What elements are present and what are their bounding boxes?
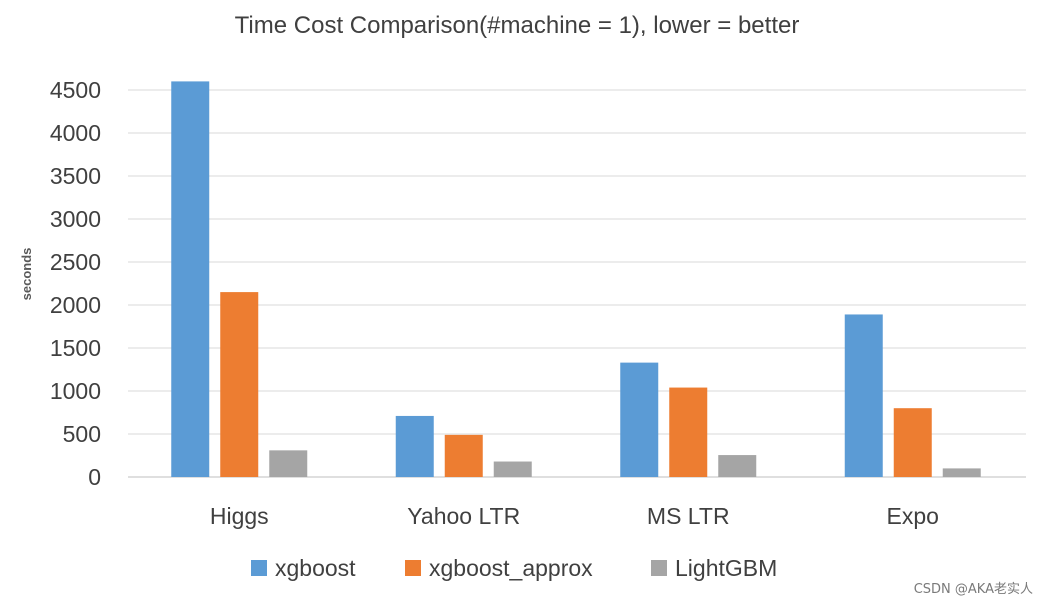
legend-label: xgboost_approx (429, 555, 593, 581)
x-tick-label: Yahoo LTR (407, 503, 520, 529)
x-tick-label: Higgs (210, 503, 269, 529)
bar-xgboost-approx (669, 387, 708, 477)
y-axis-label: seconds (19, 248, 34, 301)
legend-swatch (251, 560, 267, 576)
y-tick-label: 3500 (50, 163, 101, 189)
watermark: CSDN @AKA老实人 (913, 582, 1033, 597)
y-tick-label: 4000 (50, 120, 101, 146)
bar-lightgbm (493, 461, 532, 477)
bar-xgboost (620, 362, 659, 477)
x-tick-label: MS LTR (647, 503, 730, 529)
x-tick-labels: Higgs Yahoo LTR MS LTR Expo (210, 503, 939, 529)
y-tick-label: 1000 (50, 378, 101, 404)
y-tick-label: 2000 (50, 292, 101, 318)
bar-xgboost (395, 415, 434, 477)
bar-lightgbm (718, 455, 757, 477)
legend-swatch (651, 560, 667, 576)
bar-lightgbm (942, 468, 981, 477)
y-tick-label: 4500 (50, 77, 101, 103)
chart-title: Time Cost Comparison(#machine = 1), lowe… (235, 12, 800, 39)
bar-lightgbm (269, 450, 308, 477)
y-tick-label: 0 (88, 464, 101, 490)
bar-xgboost (844, 314, 883, 477)
bar-xgboost (171, 81, 210, 478)
bar-xgboost-approx (220, 292, 259, 477)
y-tick-label: 2500 (50, 249, 101, 275)
bars (171, 81, 981, 478)
x-tick-label: Expo (887, 503, 939, 529)
bar-xgboost-approx (893, 408, 932, 477)
y-tick-label: 500 (63, 421, 101, 447)
legend-swatch (405, 560, 421, 576)
y-tick-label: 1500 (50, 335, 101, 361)
legend-label: LightGBM (675, 555, 777, 581)
bar-xgboost-approx (444, 434, 483, 477)
gridlines (128, 89, 1026, 478)
legend-label: xgboost (275, 555, 356, 581)
legend: xgboost xgboost_approx LightGBM (251, 555, 777, 581)
y-tick-label: 3000 (50, 206, 101, 232)
y-tick-labels: 0 500 1000 1500 2000 2500 3000 3500 4000 4500 (50, 77, 101, 490)
